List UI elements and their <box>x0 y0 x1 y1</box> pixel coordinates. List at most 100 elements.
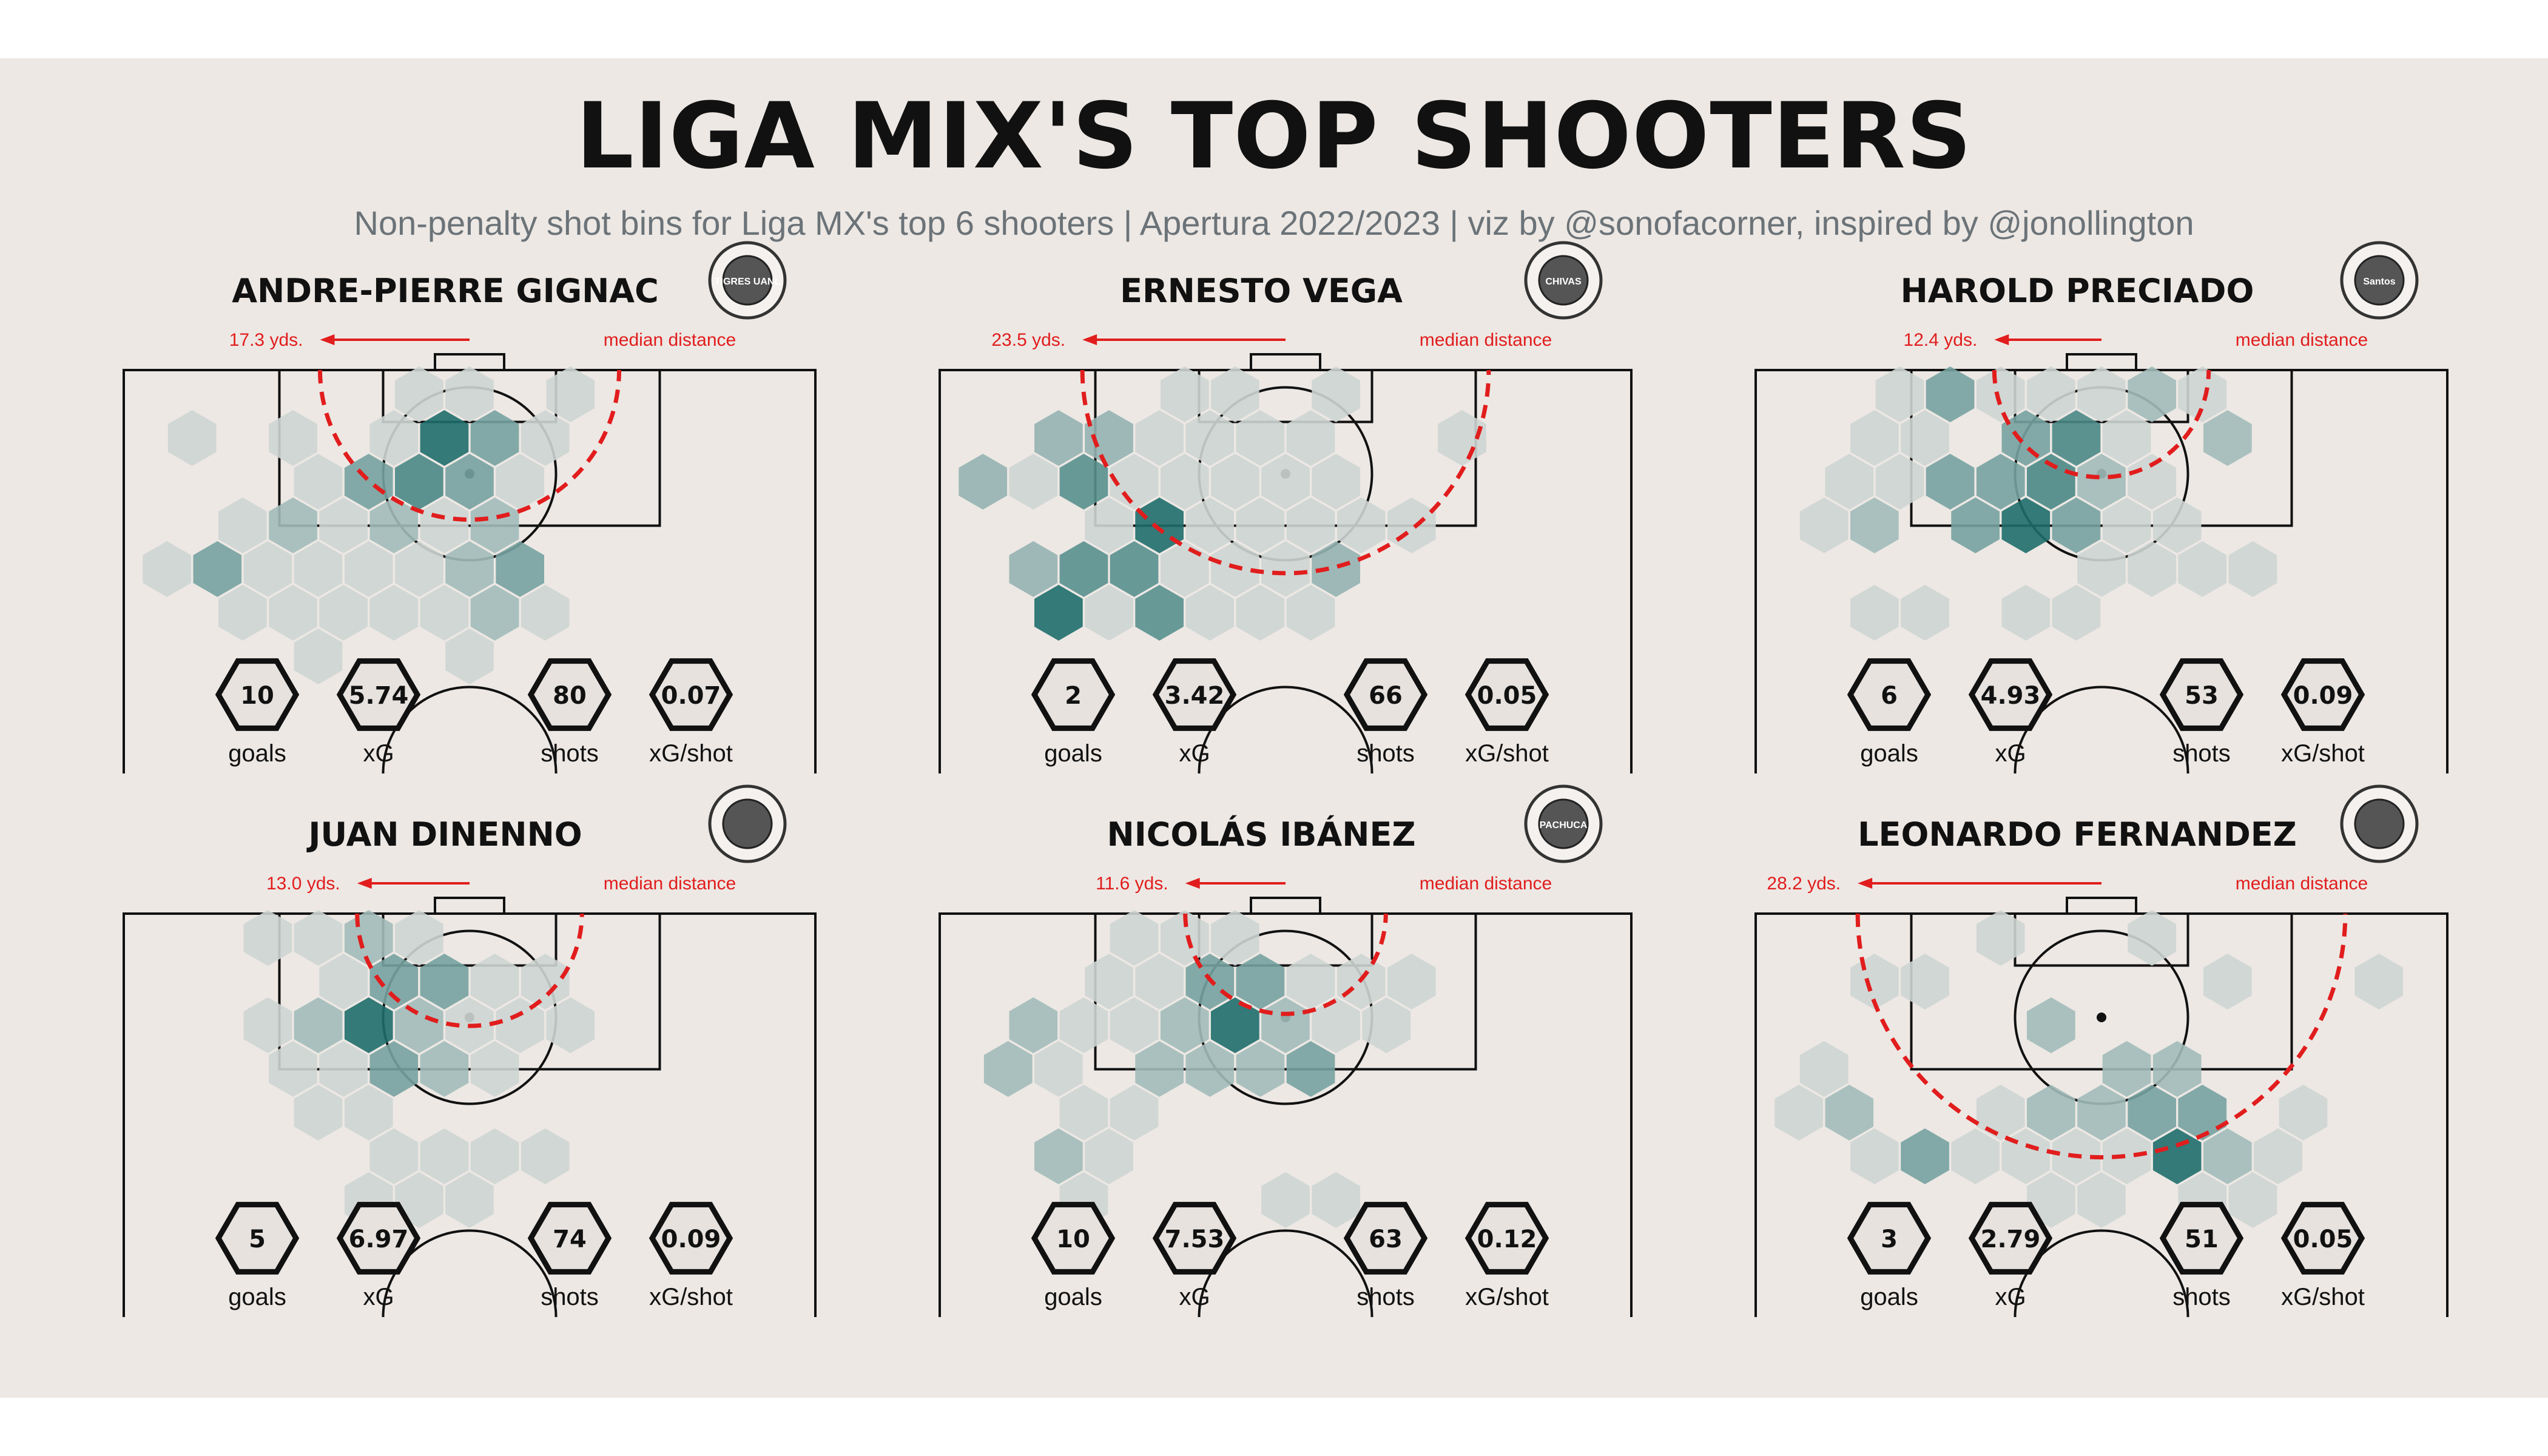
hexbin <box>445 366 494 422</box>
hexbin <box>546 997 595 1053</box>
hexbin <box>1362 997 1411 1053</box>
stat-hexagon <box>336 1202 421 1275</box>
stat-hexagon <box>1343 658 1428 731</box>
shot-map-3: HAROLD PRECIADO Santos median distance 12.4… <box>1754 241 2449 774</box>
hexbin <box>521 410 570 466</box>
goal <box>2066 897 2137 915</box>
shot-map-1: ANDRE-PIERRE GIGNAC TIGRES UANL median dis… <box>123 241 817 774</box>
hexbin <box>1286 954 1335 1009</box>
stat-value: 0.07 <box>661 682 721 710</box>
hexbin <box>2128 1085 2176 1141</box>
stat-value: 0.09 <box>2293 682 2353 710</box>
team-logo-text: PACHUCA <box>1540 820 1588 831</box>
hexbin <box>1085 585 1133 641</box>
hexbin <box>1799 497 1849 553</box>
hexbin <box>1850 585 1899 641</box>
hexbin <box>1387 497 1436 553</box>
hexbin <box>1085 954 1133 1009</box>
hexbin <box>1009 454 1058 510</box>
hexbin <box>1185 1041 1235 1097</box>
median-distance-value: 23.5 yds. <box>991 330 1065 350</box>
hexbin <box>2102 497 2151 553</box>
hexbins <box>959 366 1486 641</box>
hexbin <box>2178 366 2227 422</box>
median-distance-arc <box>1080 369 1491 576</box>
center-circle-arc <box>2014 1229 2189 1318</box>
stat-xg: 5.74 xG <box>336 658 421 767</box>
hexbin <box>521 954 570 1009</box>
hexbin <box>1901 1128 1949 1184</box>
stat-hexagon <box>2159 1202 2244 1275</box>
stat-label: xG/shot <box>1465 740 1549 767</box>
hexbin <box>1059 454 1108 510</box>
hexbin <box>1286 410 1335 466</box>
median-arrow-head <box>1185 878 1200 889</box>
median-distance-arc <box>1855 913 2348 1160</box>
stat-value: 0.12 <box>1477 1225 1537 1253</box>
hexbin <box>1185 585 1235 641</box>
hexbin <box>1312 1172 1360 1228</box>
stat-value: 10 <box>240 682 274 710</box>
hexbin <box>2128 454 2176 510</box>
stat-label: shots <box>2172 740 2231 767</box>
hexbin <box>1085 1128 1133 1184</box>
hexbin <box>1976 910 2025 966</box>
hexbin <box>1059 997 1108 1053</box>
stat-xg: 2.79 xG <box>1968 1202 2053 1310</box>
stat-hexagon <box>649 658 733 731</box>
pachuca-logo: PACHUCA <box>1524 784 1603 863</box>
stat-goals: 6 goals <box>1847 658 1932 767</box>
hexbin <box>2203 1128 2252 1184</box>
hexbin <box>369 410 419 466</box>
stat-hexagon <box>1343 1202 1428 1275</box>
stat-label: xG <box>363 740 394 767</box>
stat-goals: 3 goals <box>1847 1202 1932 1310</box>
stat-value: 2 <box>1065 682 1082 710</box>
hexbins <box>143 366 595 684</box>
center-circle-arc <box>382 1229 558 1318</box>
median-distance-value: 12.4 yds. <box>1904 330 1978 350</box>
hexbin <box>2152 1128 2202 1184</box>
hexbin <box>395 910 443 966</box>
hexbin <box>496 541 544 597</box>
median-distance-arc <box>355 913 584 1028</box>
stat-hexagon <box>2280 658 2365 731</box>
hexbin <box>1160 541 1209 597</box>
hexbin <box>420 1041 469 1097</box>
hexbin <box>1286 585 1335 641</box>
stat-label: goals <box>1044 1284 1102 1310</box>
hexbin <box>344 454 393 510</box>
team-logo-crest <box>722 798 773 849</box>
stat-goals: 2 goals <box>1031 658 1116 767</box>
hexbin <box>1312 997 1360 1053</box>
stat-value: 6.97 <box>349 1225 409 1253</box>
hexbin <box>1211 997 1259 1053</box>
median-distance-caption: median distance <box>604 874 736 894</box>
stat-hexagon <box>1464 1202 1549 1275</box>
stat-hexagon <box>215 1202 300 1275</box>
hexbin <box>243 997 292 1053</box>
stat-goals: 5 goals <box>215 1202 300 1310</box>
hexbin <box>369 585 419 641</box>
pumas-unam-logo <box>708 784 787 863</box>
hexbin <box>294 910 343 966</box>
hexbin <box>2128 366 2176 422</box>
stat-xg-per-shot: 0.07 xG/shot <box>649 658 733 767</box>
hexbin <box>1951 1128 2000 1184</box>
hexbin <box>2128 541 2176 597</box>
penalty-spot <box>2097 1013 2106 1022</box>
hexbin <box>369 1041 419 1097</box>
stat-hexagon <box>215 658 300 731</box>
stat-hexagon <box>1968 1202 2053 1275</box>
stat-label: shots <box>1357 1284 1415 1310</box>
hexbin <box>2254 1128 2302 1184</box>
stat-label: xG <box>1179 1284 1210 1310</box>
hexbin <box>2001 410 2051 466</box>
hexbin <box>1926 454 1975 510</box>
hexbin <box>395 541 443 597</box>
stat-value: 3.42 <box>1165 682 1225 710</box>
hexbin <box>470 954 519 1009</box>
stat-label: goals <box>228 1284 286 1310</box>
hexbin <box>369 1128 419 1184</box>
hexbin <box>2178 541 2227 597</box>
